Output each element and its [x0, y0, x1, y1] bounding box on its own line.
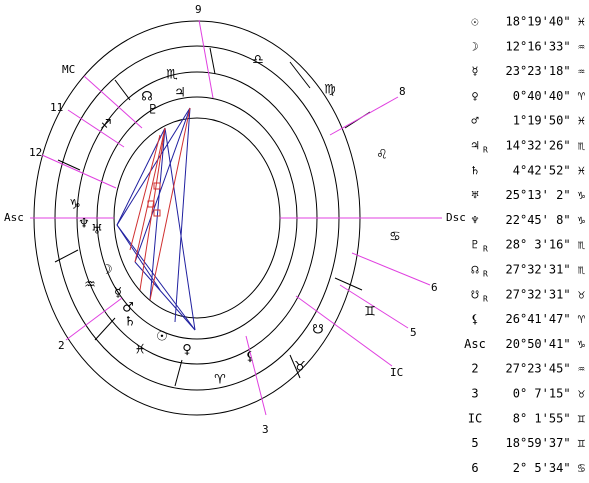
retrograde-mark: R	[483, 294, 488, 303]
angle-label: Asc	[4, 211, 24, 224]
position-value: 27°32'31" ♏	[506, 263, 586, 277]
position-symbol: 3	[471, 387, 478, 401]
cusp-label: 2	[58, 339, 65, 352]
retrograde-mark: R	[483, 270, 488, 279]
position-symbol: ☿	[471, 64, 478, 78]
position-value: 14°32'26" ♏	[506, 139, 586, 153]
sign-glyph: ♏	[166, 68, 178, 83]
retrograde-mark: R	[483, 245, 488, 254]
position-value: 2° 5'34" ♋	[506, 461, 585, 475]
position-symbol: ♄	[471, 163, 478, 177]
position-value: 0°40'40" ♈	[506, 89, 586, 103]
sign-glyph: ♊	[364, 305, 376, 320]
position-symbol: ♂	[471, 114, 478, 128]
position-symbol: 6	[471, 461, 478, 475]
position-value: 28° 3'16" ♏	[506, 238, 586, 252]
position-value: 23°23'18" ♒	[506, 64, 585, 78]
retrograde-mark: R	[483, 146, 488, 155]
angle-label: MC	[62, 63, 75, 76]
angle-label: IC	[390, 366, 403, 379]
sign-glyph: ♍	[324, 83, 336, 98]
sign-glyph: ♒	[84, 278, 96, 293]
position-symbol: Asc	[464, 337, 486, 351]
planet-glyph: ☋	[312, 323, 324, 338]
cusp-label: 12	[29, 146, 42, 159]
position-value: 1°19'50" ♓	[506, 114, 585, 128]
position-value: 8° 1'55" ♊	[506, 411, 586, 425]
position-symbol: ♇	[471, 238, 478, 252]
sign-glyph: ♐	[100, 118, 112, 133]
position-symbol: IC	[468, 411, 482, 425]
position-value: 20°50'41" ♑	[506, 337, 585, 351]
position-symbol: ♅	[471, 188, 478, 202]
cusp-label: 8	[399, 85, 406, 98]
planet-glyph: ☊	[141, 90, 153, 105]
position-value: 18°19'40" ♓	[506, 15, 585, 29]
planet-glyph: ♆	[78, 217, 90, 232]
sign-glyph: ♎	[252, 53, 264, 68]
position-value: 0° 7'15" ♉	[506, 387, 585, 401]
position-symbol: ☋	[471, 287, 479, 301]
planet-glyph: ♀	[182, 343, 192, 358]
position-symbol: ☽	[471, 39, 478, 53]
planet-glyph: ♂	[122, 301, 134, 316]
position-symbol: ♃	[471, 139, 478, 153]
angle-label: Dsc	[446, 211, 466, 224]
position-symbol: ⚸	[471, 312, 480, 326]
cusp-lines	[30, 19, 442, 416]
position-value: 22°45' 8" ♑	[506, 213, 585, 227]
wheel-labels: 9 8 6 5 3 2 12 11 MC Asc Dsc IC	[4, 3, 466, 436]
sign-glyph: ♑	[69, 198, 81, 213]
position-symbol: ☊	[471, 263, 479, 277]
position-value: 18°59'37" ♊	[506, 436, 586, 450]
planet-glyph: ☉	[156, 330, 168, 345]
sign-glyph: ♋	[389, 230, 401, 245]
planet-glyph: ☽	[101, 263, 113, 278]
cusp-label: 9	[195, 3, 202, 16]
planet-glyph: ♄	[124, 315, 136, 330]
sign-dividers	[54, 47, 371, 387]
planet-glyph: ☿	[114, 286, 122, 301]
cusp-label: 11	[50, 101, 63, 114]
planet-glyph: ⚸	[245, 350, 255, 365]
planet-glyph: ♃	[174, 86, 186, 101]
position-value: 27°32'31" ♉	[506, 287, 585, 301]
cusp-label: 3	[262, 423, 269, 436]
cusp-label: 5	[410, 326, 417, 339]
position-list: ☉ 18°19'40" ♓ ☽ 12°16'33" ♒ ☿ 23°23'18" ♒ ♀ 0°…	[464, 15, 586, 475]
position-value: 12°16'33" ♒	[506, 39, 585, 53]
sign-glyph: ♉	[294, 360, 306, 375]
position-symbol: ♀	[471, 89, 478, 103]
planet-glyphs: ☊ ♃ ♇ ♆ ♅ ☽ ☿ ♂ ♄ ☉ ♀ ⚸ ☋	[78, 86, 324, 365]
sign-glyph: ♌	[376, 148, 388, 163]
sign-glyph: ♈	[214, 373, 226, 388]
position-value: 4°42'52" ♓	[506, 163, 585, 177]
aspect-lines	[116, 107, 196, 331]
position-value: 26°41'47" ♈	[506, 312, 586, 326]
position-symbol: ☉	[471, 15, 478, 29]
position-value: 27°23'45" ♒	[506, 362, 585, 376]
position-symbol: 5	[471, 436, 478, 450]
position-value: 25°13' 2" ♑	[506, 188, 585, 202]
sign-glyphs: ♎ ♍ ♌ ♋ ♊ ♉ ♈ ♓ ♒ ♑ ♐ ♏	[69, 53, 401, 388]
planet-glyph: ♇	[147, 103, 159, 118]
planet-glyph: ♅	[91, 223, 103, 238]
sign-glyph: ♓	[134, 343, 146, 358]
position-symbol: ♆	[471, 213, 478, 227]
position-symbol: 2	[471, 362, 478, 376]
cusp-label: 6	[431, 281, 438, 294]
